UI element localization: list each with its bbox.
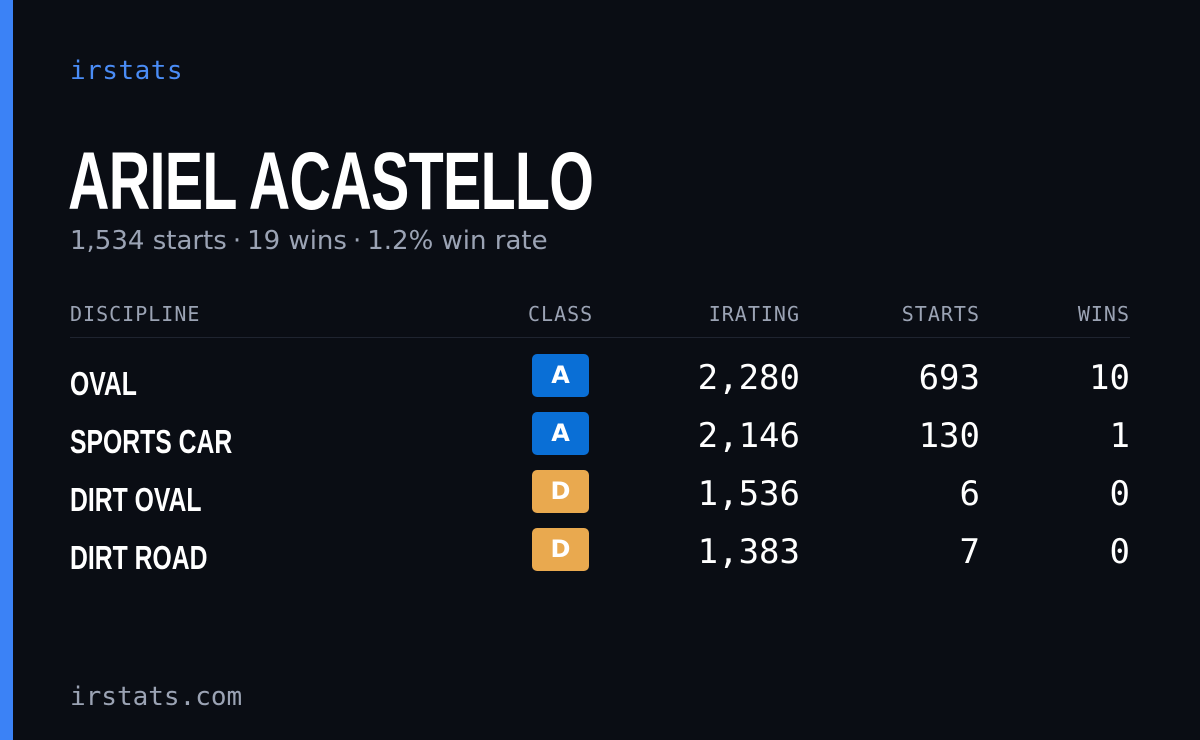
- wins-value: 0: [1109, 474, 1130, 514]
- class-badge: A: [532, 412, 589, 455]
- irating-value: 2,280: [697, 358, 800, 398]
- class-badge: D: [532, 528, 589, 571]
- starts-value: 130: [918, 416, 980, 456]
- summary-wins: 19 wins: [247, 226, 347, 256]
- summary-starts: 1,534 starts: [70, 226, 227, 256]
- player-summary: 1,534 starts · 19 wins · 1.2% win rate: [70, 226, 548, 256]
- footer-domain: irstats.com: [70, 682, 243, 712]
- player-name: ARIEL ACASTELLO: [68, 136, 594, 227]
- table-row: OVAL A 2,280 693 10: [70, 350, 1130, 408]
- brand-logo-text: irstats: [70, 56, 184, 86]
- header-discipline: DISCIPLINE: [70, 302, 201, 326]
- irating-value: 1,536: [697, 474, 800, 514]
- summary-win-rate: 1.2% win rate: [367, 226, 548, 256]
- discipline-label: DIRT OVAL: [70, 481, 202, 518]
- starts-value: 6: [959, 474, 980, 514]
- class-badge: A: [532, 354, 589, 397]
- table-row: DIRT OVAL D 1,536 6 0: [70, 466, 1130, 524]
- table-row: SPORTS CAR A 2,146 130 1: [70, 408, 1130, 466]
- header-class: CLASS: [528, 302, 594, 326]
- summary-separator: ·: [232, 226, 242, 256]
- discipline-label: OVAL: [70, 365, 137, 402]
- table-header: DISCIPLINE CLASS IRATING STARTS WINS: [70, 302, 1130, 326]
- header-starts: STARTS: [901, 302, 980, 326]
- irating-value: 1,383: [697, 532, 800, 572]
- starts-value: 693: [918, 358, 980, 398]
- accent-bar: [0, 0, 13, 740]
- header-wins: WINS: [1077, 302, 1130, 326]
- table-row: DIRT ROAD D 1,383 7 0: [70, 524, 1130, 582]
- discipline-table: OVAL A 2,280 693 10 SPORTS CAR A 2,146 1…: [70, 350, 1130, 582]
- starts-value: 7: [959, 532, 980, 572]
- wins-value: 0: [1109, 532, 1130, 572]
- discipline-label: SPORTS CAR: [70, 423, 233, 460]
- summary-separator: ·: [352, 226, 362, 256]
- wins-value: 10: [1089, 358, 1130, 398]
- wins-value: 1: [1109, 416, 1130, 456]
- header-irating: IRATING: [708, 302, 800, 326]
- discipline-label: DIRT ROAD: [70, 539, 208, 576]
- header-divider: [70, 337, 1130, 338]
- irating-value: 2,146: [697, 416, 800, 456]
- class-badge: D: [532, 470, 589, 513]
